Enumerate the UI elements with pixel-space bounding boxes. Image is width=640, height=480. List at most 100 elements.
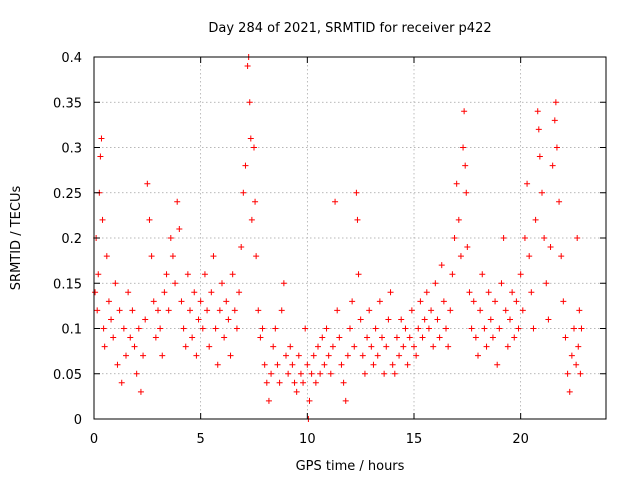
data-point [578,325,585,332]
data-point [191,289,198,296]
data-point [176,225,183,232]
data-point [564,370,571,377]
data-point [233,325,240,332]
data-point [528,289,535,296]
data-point [189,334,196,341]
data-point [197,298,204,305]
data-point [379,334,385,341]
data-point [344,352,351,359]
data-point [406,334,413,341]
data-point [206,343,213,350]
data-point [285,370,292,377]
data-point [193,352,200,359]
data-point [293,388,300,395]
data-point [300,379,307,386]
data-point [131,343,138,350]
data-point [195,316,202,323]
data-point [521,235,528,241]
data-point [199,325,206,332]
data-point [573,361,580,368]
data-point [212,325,219,332]
data-point [319,334,326,341]
data-point [118,379,125,386]
data-point [323,325,330,332]
data-point [402,325,409,332]
data-point [123,352,129,359]
data-point [361,370,368,377]
data-point [552,99,559,106]
data-point [549,162,556,169]
data-point [338,361,345,368]
data-point [511,334,518,341]
data-point [534,108,541,115]
data-point [485,289,492,296]
x-tick-label: 0 [90,432,98,447]
data-point [144,180,151,187]
data-point [278,307,285,314]
data-point [364,334,371,341]
data-point [252,198,259,205]
data-point [302,325,309,332]
data-point [489,334,496,341]
data-point [268,370,275,377]
data-point [135,325,142,332]
data-point [291,379,298,386]
data-point [577,370,584,377]
data-point [283,352,289,359]
data-point [562,334,569,341]
data-point [133,370,140,377]
data-point [434,316,441,323]
data-point [101,343,108,350]
data-point [413,352,420,359]
x-tick-labels: 0 5 10 15 20 [90,432,529,447]
data-point [336,334,343,341]
data-point [524,180,531,187]
data-point [449,271,456,278]
data-point [509,289,516,296]
data-point [477,307,484,314]
data-point [430,343,437,350]
data-point [297,370,304,377]
data-point [526,253,533,260]
x-tick-label: 15 [406,432,423,447]
data-point [481,325,488,332]
data-point [560,298,567,305]
data-point [95,271,102,278]
data-point [242,162,249,169]
data-point [105,298,112,305]
data-point [457,253,464,260]
data-point [210,253,217,260]
data-point [225,316,232,323]
data-points [92,54,585,422]
data-point [276,379,283,386]
data-point [157,325,164,332]
data-point [274,361,281,368]
data-point [295,352,302,359]
data-point [259,325,266,332]
data-point [492,298,499,305]
data-point [387,289,394,296]
data-point [251,144,257,151]
data-point [229,271,236,278]
data-point [464,244,471,251]
data-point [568,352,575,359]
data-point [94,307,101,314]
data-point [545,316,552,323]
data-point [248,216,255,223]
y-tick-label: 0.25 [53,187,82,202]
chart-title: Day 284 of 2021, SRMTID for receiver p42… [208,21,491,36]
data-point [161,289,168,296]
data-point [187,307,193,314]
data-point [470,298,477,305]
data-point [263,379,270,386]
data-point [137,388,144,395]
data-point [376,298,383,305]
data-point [208,289,215,296]
data-point [354,216,361,223]
data-point [372,325,379,332]
data-point [374,352,381,359]
data-point [547,244,554,251]
data-point [515,325,522,332]
